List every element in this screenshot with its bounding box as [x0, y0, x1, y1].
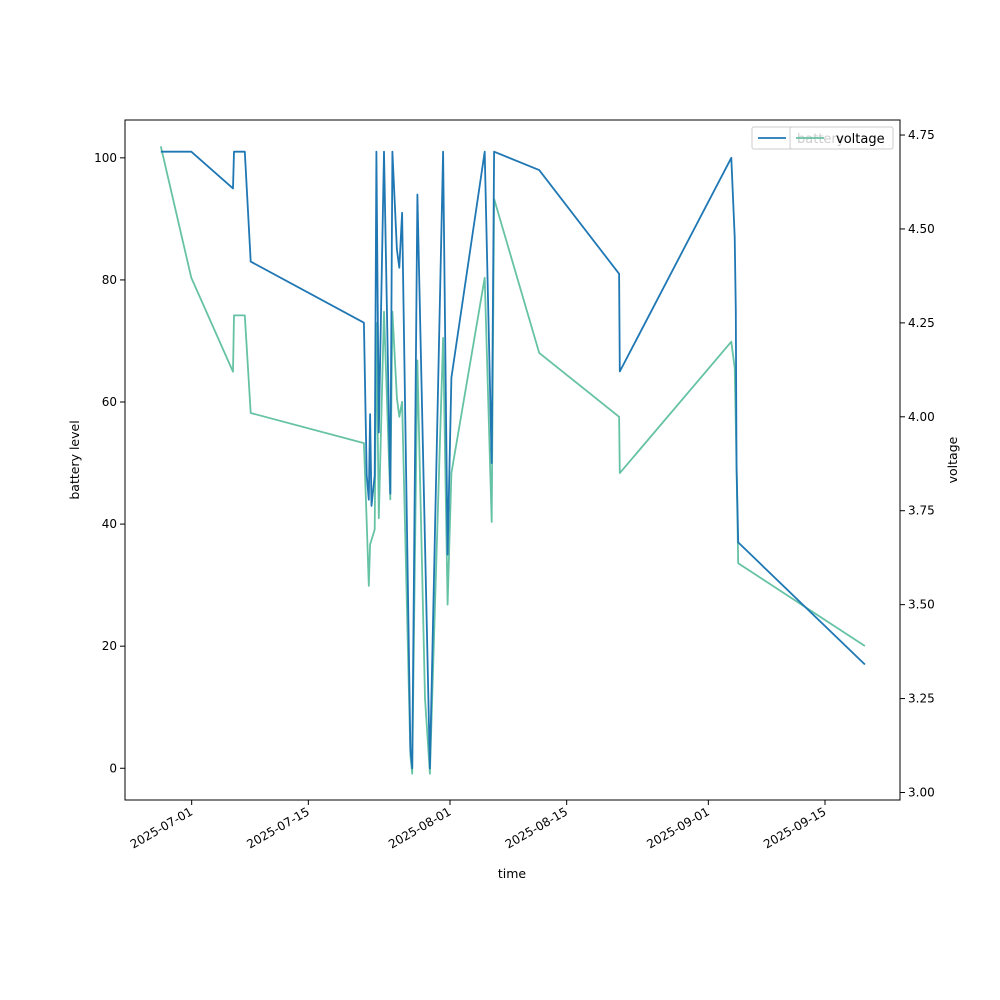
x-axis-label: time — [498, 866, 527, 881]
x-tick-label: 2025-09-15 — [761, 804, 828, 851]
series-line-battery — [160, 150, 866, 770]
y-right-tick-label: 4.00 — [908, 410, 935, 424]
x-tick-label: 2025-09-01 — [644, 804, 711, 851]
y-axis-right: 3.00 3.25 3.50 3.75 4.00 4.25 4.50 4.75 — [900, 128, 935, 799]
y-left-tick-label: 80 — [102, 273, 117, 287]
y-right-tick-label: 4.25 — [908, 316, 935, 330]
y-axis-right-label: voltage — [945, 436, 960, 483]
series-layer — [159, 146, 866, 775]
y-right-tick-label: 3.25 — [908, 692, 935, 706]
y-right-tick-label: 3.50 — [908, 598, 935, 612]
plot-area — [125, 120, 900, 800]
y-right-tick-label: 4.75 — [908, 128, 935, 142]
y-left-tick-label: 100 — [94, 151, 117, 165]
legend-voltage: voltage — [789, 126, 894, 150]
y-axis-left: 0 20 40 60 80 100 — [94, 151, 125, 775]
legend-voltage-label: voltage — [836, 132, 885, 147]
x-axis: 2025-07-01 2025-07-15 2025-08-01 2025-08-15… — [128, 800, 829, 851]
y-axis-left-label: battery level — [67, 420, 82, 499]
x-tick-label: 2025-07-15 — [244, 804, 311, 851]
y-left-tick-label: 20 — [102, 639, 117, 653]
y-right-tick-label: 4.50 — [908, 222, 935, 236]
x-tick-label: 2025-07-01 — [128, 804, 195, 851]
series-line-voltage — [159, 146, 866, 775]
x-tick-label: 2025-08-01 — [386, 804, 453, 851]
plot-frame — [124, 119, 901, 801]
y-left-tick-label: 40 — [102, 517, 117, 531]
legend-voltage-box — [789, 126, 894, 150]
y-right-tick-label: 3.00 — [908, 785, 935, 799]
y-left-tick-label: 60 — [102, 395, 117, 409]
y-left-tick-label: 0 — [109, 761, 117, 775]
x-tick-label: 2025-08-15 — [503, 804, 570, 851]
y-right-tick-label: 3.75 — [908, 504, 935, 518]
